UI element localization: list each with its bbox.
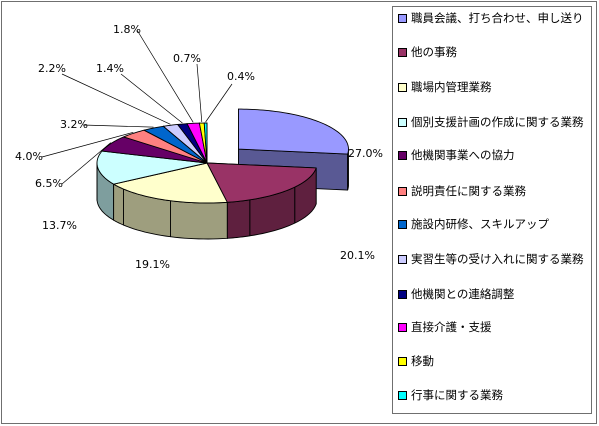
legend-item: 職員会議、打ち合わせ、申し送り [398,11,588,26]
data-label: 20.1% [340,249,375,262]
pie-slice-top [162,123,208,164]
legend-label: 他機関事業への協力 [411,148,515,162]
leader-line [205,83,233,123]
data-label: 27.0% [348,147,383,160]
pie-slice-top [186,122,208,164]
data-label: 3.2% [60,118,88,131]
data-label: 19.1% [135,258,170,271]
pie-slice-top [96,150,208,185]
data-label: 1.4% [96,62,124,75]
legend-item: 直接介護・支援 [398,320,588,335]
leader-line [196,63,203,123]
leader-line [120,73,183,124]
leader-line [82,124,154,128]
legend-swatch [398,220,407,229]
leader-line [41,131,134,158]
data-label: 0.4% [227,70,255,83]
pie-slice-top [143,125,208,164]
pie-slice-top [123,129,208,164]
legend-label: 実習生等の受け入れに関する業務 [411,252,584,266]
data-label: 2.2% [38,62,66,75]
legend: 職員会議、打ち合わせ、申し送り 他の事務職場内管理業務個別支援計画の作成に関する業… [392,6,592,414]
pie-slice-top [206,162,317,203]
legend-swatch [398,187,407,196]
legend-item: 職場内管理業務 [398,80,588,95]
legend-item: 行事に関する業務 [398,388,588,403]
leader-line [61,142,112,185]
leader-line [61,73,171,125]
legend-swatch [398,83,407,92]
legend-swatch [398,48,407,57]
pie-slice-outer [113,183,124,226]
pie-slice-outer [170,200,228,240]
legend-label: 個別支援計画の作成に関する業務 [411,115,584,129]
legend-swatch [398,255,407,264]
legend-swatch [398,391,407,400]
data-label: 4.0% [15,150,43,163]
data-label: 1.8% [113,23,141,36]
pie-slice-outer [226,199,251,239]
pie-slice-top [113,162,228,204]
legend-label: 直接介護・支援 [411,320,492,334]
data-label: 0.7% [173,52,201,65]
legend-label: 他の事務 [411,45,457,59]
legend-label: 説明責任に関する業務 [411,184,526,198]
legend-item: 他の事務 [398,45,588,60]
legend-item: 実習生等の受け入れに関する業務 [398,252,588,267]
legend-label: 職場内管理業務 [411,80,492,94]
legend-swatch [398,323,407,332]
legend-swatch [398,357,407,366]
legend-swatch [398,290,407,299]
legend-item: 施設内研修、スキルアップ [398,217,588,232]
pie-slice-top [101,136,208,164]
pie-slice-top [203,122,208,164]
data-label: 13.7% [42,219,77,232]
legend-swatch [398,14,407,23]
legend-label: 職員会議、打ち合わせ、申し送り [411,11,584,25]
legend-item: 説明責任に関する業務 [398,184,588,199]
legend-swatch [398,151,407,160]
legend-label: 施設内研修、スキルアップ [411,217,549,231]
pie-slice-top [177,123,208,164]
data-label: 6.5% [35,177,63,190]
legend-item: 個別支援計画の作成に関する業務 [398,115,588,130]
legend-label: 移動 [411,354,434,368]
legend-label: 行事に関する業務 [411,388,503,402]
legend-item: 他機関との連絡調整 [398,287,588,302]
legend-swatch [398,118,407,127]
legend-label: 他機関との連絡調整 [411,287,515,301]
pie-slice-top [238,108,349,155]
leader-line [136,29,194,123]
legend-item: 移動 [398,354,588,369]
legend-item: 他機関事業への協力 [398,148,588,163]
